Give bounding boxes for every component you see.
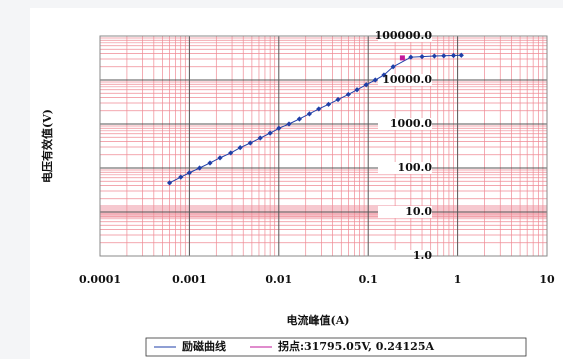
point [363,82,369,88]
point [372,77,378,83]
x-tick-label: 1 [454,273,462,286]
x-tick-label: 0.001 [172,273,206,286]
point [306,111,313,117]
point [247,140,253,146]
legend [145,337,527,357]
tick-label-bg [378,74,432,86]
point [196,165,203,171]
legend-label: 拐点:31795.05V, 0.24125A [278,339,434,353]
x-tick-label: 0.0001 [79,273,121,286]
y-tick-label: 100000.0 [375,29,433,42]
point [237,145,243,151]
x-tick-label: 0.1 [359,273,378,286]
point [345,91,351,98]
point [450,52,457,59]
point [381,72,387,78]
point [178,174,184,180]
point [431,53,437,59]
point [316,106,322,112]
legend-label: 励磁曲线 [182,339,226,353]
plot-area [100,36,547,256]
marks [162,52,464,350]
y-tick-label: 100.0 [398,161,433,174]
point [354,87,360,93]
y-tick-label: 10000.0 [382,73,432,86]
point [207,160,213,166]
point [267,130,273,136]
point [390,64,396,70]
point [458,52,464,58]
plot-border [99,35,548,257]
point [186,170,192,176]
x-tick-label: 0.01 [265,273,292,286]
point [441,53,447,59]
point [228,150,234,156]
point [335,96,341,103]
point [399,55,405,61]
point [286,121,292,127]
y-tick-label: 1000.0 [390,117,432,130]
point [296,116,303,122]
tick-label-bg [378,206,432,218]
point [257,135,263,141]
point [276,125,282,131]
point [408,54,414,60]
point [166,180,173,186]
grid [99,30,548,262]
x-tick-label: 10 [539,273,555,286]
tick-label-bg [378,118,432,130]
point [325,101,332,107]
point [217,155,223,161]
y-tick-label: 10.0 [405,205,432,218]
y-axis-label: 电压有效值(V) [40,109,54,183]
tick-label-bg [378,162,432,174]
x-axis-label: 电流峰值(A) [287,313,350,327]
point [419,54,425,60]
y-tick-label: 1.0 [413,249,432,262]
